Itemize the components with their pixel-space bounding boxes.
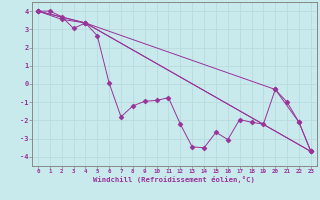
- X-axis label: Windchill (Refroidissement éolien,°C): Windchill (Refroidissement éolien,°C): [93, 176, 255, 183]
